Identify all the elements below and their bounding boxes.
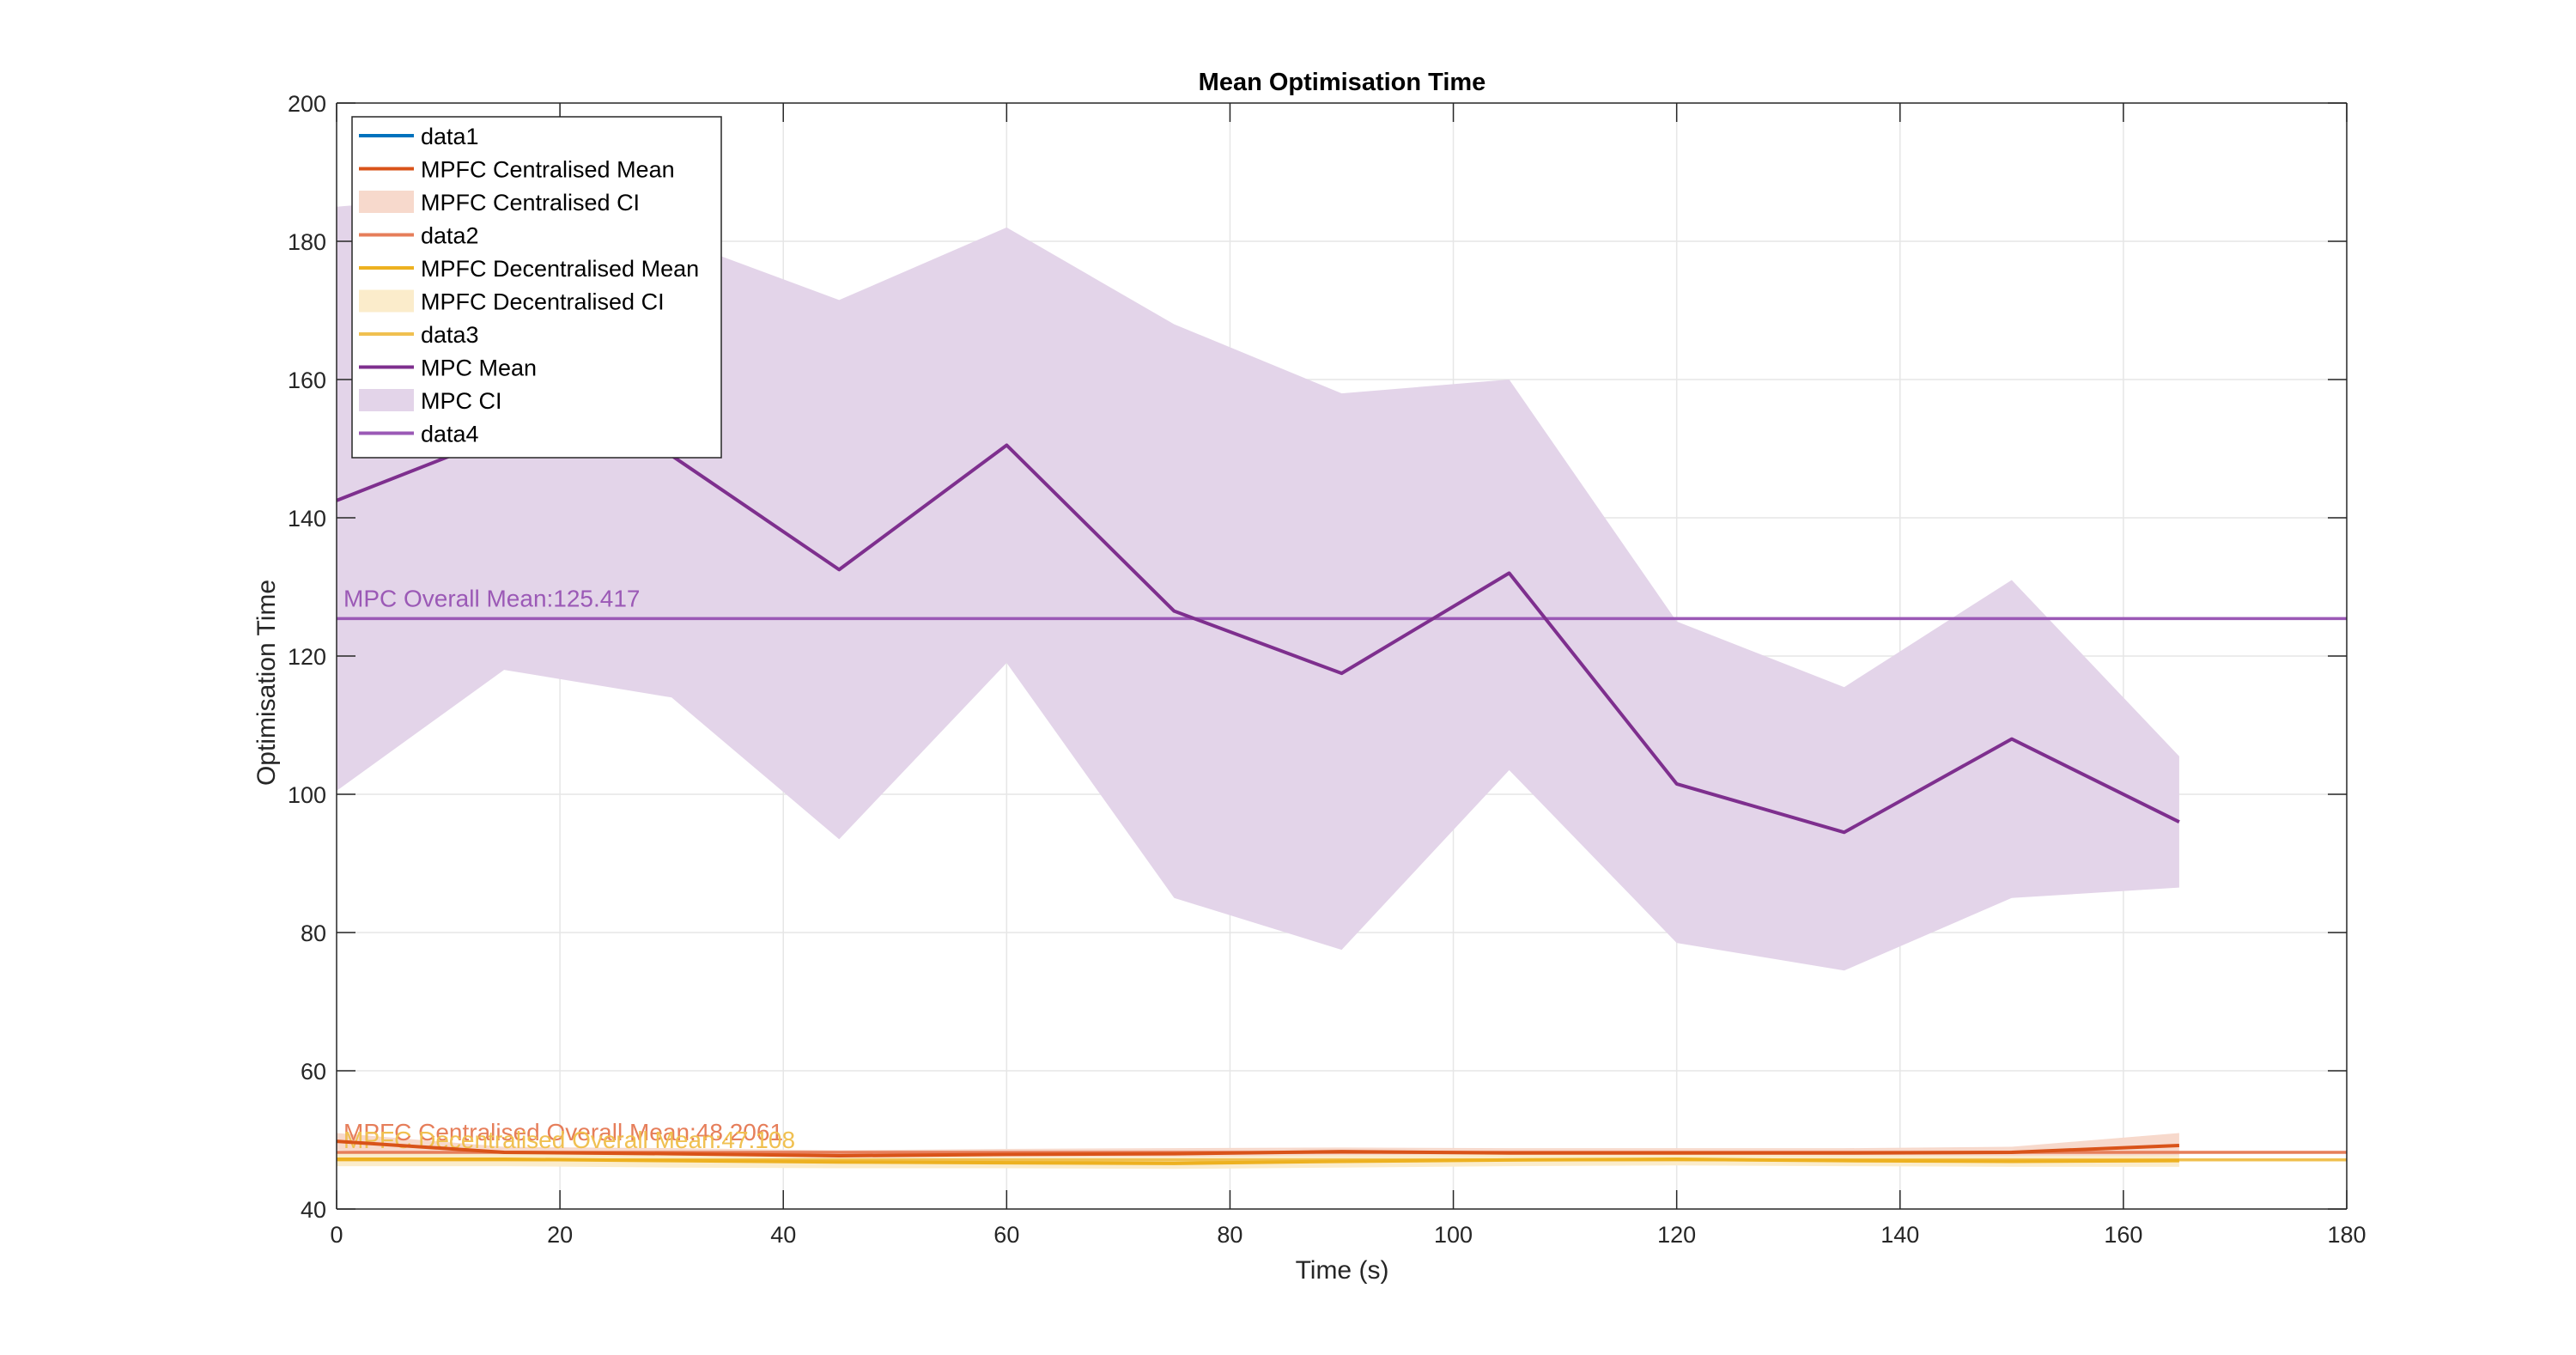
reference-label-data4: MPC Overall Mean:125.417 [343,585,641,611]
legend-label-data1: data1 [421,124,479,149]
legend: data1 MPFC Centralised Mean MPFC Centralis… [351,116,722,459]
x-axis-label: Time (s) [1296,1256,1389,1285]
y-axis-label: Optimisation Time [252,580,281,786]
y-tick-label: 40 [301,1197,326,1223]
x-tick-label: 160 [2104,1222,2142,1248]
reference-label-data2: MPFC Centralised Overall Mean:48.2061 [343,1119,783,1145]
x-tick-label: 140 [1880,1222,1919,1248]
legend-label-mpc-mean: MPC Mean [421,355,537,381]
legend-swatch-mpfc-centralised-ci [359,191,414,213]
x-tick-label: 40 [770,1222,796,1248]
legend-swatch-mpc-ci [359,389,414,411]
ci-band-mpc-ci [337,192,2179,971]
x-tick-label: 180 [2327,1222,2366,1248]
series-line-mpfc-decentralised-mean [337,1158,2179,1165]
x-tick-label: 20 [547,1222,573,1248]
reference-label-data3: MPFC Decentralised Overall Mean:47.108 [343,1127,795,1153]
x-tick-label: 0 [330,1222,343,1248]
chart-title: Mean Optimisation Time [1199,69,1486,96]
legend-label-mpfc-centralised-mean: MPFC Centralised Mean [421,157,675,183]
legend-swatch-mpfc-decentralised-ci [359,289,414,313]
y-tick-label: 200 [288,91,326,117]
legend-label-mpfc-decentralised-mean: MPFC Decentralised Mean [421,256,699,282]
y-tick-label: 80 [301,921,326,946]
y-tick-label: 120 [288,644,326,670]
legend-label-data2: data2 [421,223,479,249]
y-tick-label: 140 [288,506,326,532]
y-tick-label: 180 [288,229,326,255]
x-tick-label: 60 [993,1222,1019,1248]
y-tick-label: 160 [288,368,326,393]
x-tick-label: 120 [1657,1222,1696,1248]
legend-label-mpfc-decentralised-ci: MPFC Decentralised CI [421,289,665,315]
legend-label-mpfc-centralised-ci: MPFC Centralised CI [421,190,640,216]
series-line-mpfc-centralised-mean [336,1139,2179,1158]
x-tick-label: 80 [1217,1222,1242,1248]
legend-label-data3: data3 [421,322,479,348]
legend-label-mpc-ci: MPC CI [421,388,502,414]
x-tick-label: 100 [1434,1222,1473,1248]
legend-label-data4: data4 [421,422,479,447]
y-tick-label: 60 [301,1059,326,1085]
y-tick-label: 100 [288,782,326,808]
